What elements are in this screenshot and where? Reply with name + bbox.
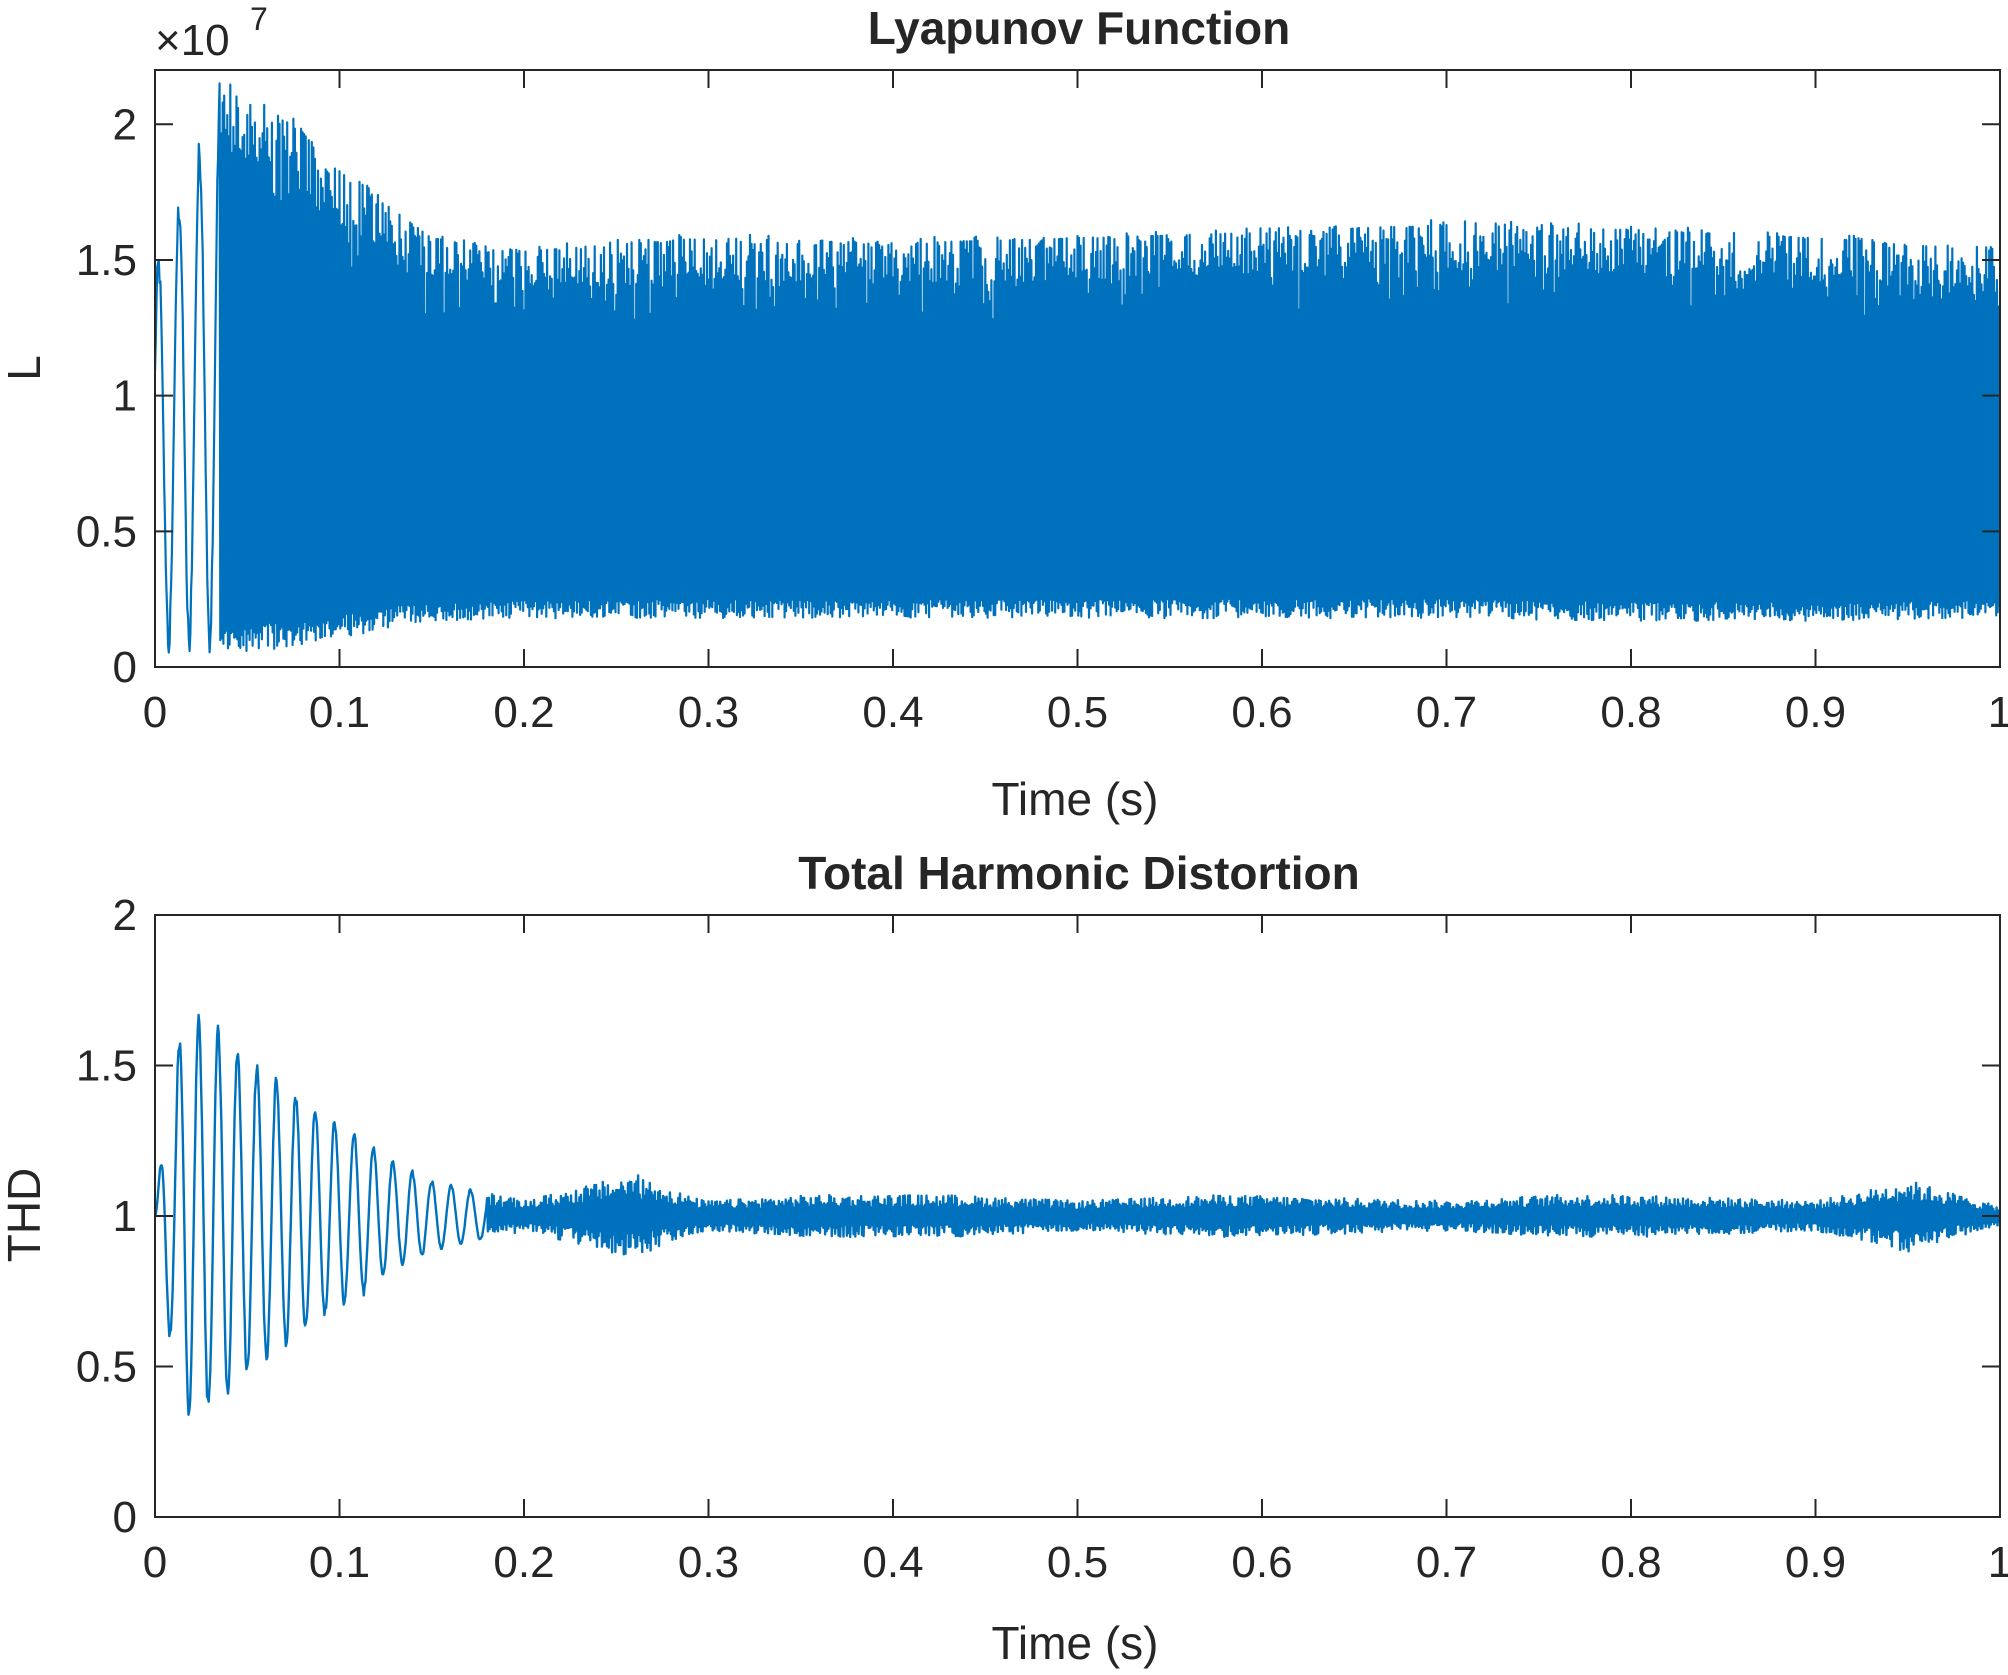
thd-x-axis-label: Time (s) — [992, 1617, 1159, 1669]
thd-x-tick-label: 0 — [143, 1538, 167, 1587]
lyapunov-y-tick-label: 2 — [113, 100, 137, 149]
lyapunov-series — [155, 82, 2000, 654]
lyapunov-y-tick-label: 0 — [113, 643, 137, 692]
thd-x-tick-label: 1 — [1988, 1538, 2008, 1587]
lyapunov-x-tick-label: 0.6 — [1231, 688, 1292, 737]
lyapunov-y-tick-label: 1.5 — [76, 236, 137, 285]
lyapunov-x-tick-label: 1 — [1988, 688, 2008, 737]
thd-y-tick-label: 1.5 — [76, 1042, 137, 1091]
lyapunov-x-tick-label: 0 — [143, 688, 167, 737]
lyapunov-y-tick-label: 0.5 — [76, 507, 137, 556]
lyapunov-x-tick-label: 0.7 — [1416, 688, 1477, 737]
thd-line — [155, 1013, 2000, 1416]
thd-y-axis-label: THD — [0, 1168, 50, 1263]
lyapunov-exponent-power: 7 — [250, 1, 268, 37]
thd-x-tick-label: 0.4 — [862, 1538, 923, 1587]
thd-y-tick-label: 1 — [113, 1192, 137, 1241]
lyapunov-x-tick-label: 0.5 — [1047, 688, 1108, 737]
thd-plot: Total Harmonic Distortion 0 0.1 0.2 0.3 0.4 0… — [0, 847, 2008, 1669]
lyapunov-x-tick-label: 0.3 — [678, 688, 739, 737]
thd-series — [155, 1013, 2000, 1416]
lyapunov-x-tick-label: 0.4 — [862, 688, 923, 737]
lyapunov-line — [155, 82, 2000, 654]
thd-x-tick-label: 0.9 — [1785, 1538, 1846, 1587]
lyapunov-plot: Lyapunov Function ×10 7 0 0.1 0.2 0.3 0.4 0.5… — [0, 1, 2008, 825]
lyapunov-title: Lyapunov Function — [868, 2, 1291, 54]
thd-axes: 0 0.1 0.2 0.3 0.4 0.5 0.6 0.7 0.8 0.9 1 0 0.5 1 1.5 2 — [76, 891, 2008, 1587]
lyapunov-exponent-base: ×10 — [155, 16, 230, 65]
thd-x-tick-label: 0.8 — [1600, 1538, 1661, 1587]
lyapunov-y-axis-label: L — [0, 355, 50, 381]
lyapunov-axes: 0 0.1 0.2 0.3 0.4 0.5 0.6 0.7 0.8 0.9 1 0 0.5 1 1.5 2 — [76, 69, 2008, 737]
thd-y-tick-label: 2 — [113, 891, 137, 940]
lyapunov-x-tick-label: 0.2 — [493, 688, 554, 737]
thd-title: Total Harmonic Distortion — [798, 847, 1359, 899]
lyapunov-y-tick-label: 1 — [113, 372, 137, 421]
lyapunov-x-axis-label: Time (s) — [992, 773, 1159, 825]
thd-x-tick-label: 0.5 — [1047, 1538, 1108, 1587]
thd-y-tick-label: 0.5 — [76, 1343, 137, 1392]
thd-x-tick-label: 0.7 — [1416, 1538, 1477, 1587]
thd-x-tick-label: 0.6 — [1231, 1538, 1292, 1587]
thd-x-tick-label: 0.1 — [309, 1538, 370, 1587]
lyapunov-x-tick-label: 0.1 — [309, 688, 370, 737]
thd-y-tick-label: 0 — [113, 1493, 137, 1542]
thd-x-tick-label: 0.3 — [678, 1538, 739, 1587]
lyapunov-x-tick-label: 0.9 — [1785, 688, 1846, 737]
thd-x-tick-label: 0.2 — [493, 1538, 554, 1587]
lyapunov-x-tick-label: 0.8 — [1600, 688, 1661, 737]
lyapunov-exponent-label: ×10 7 — [155, 1, 268, 65]
